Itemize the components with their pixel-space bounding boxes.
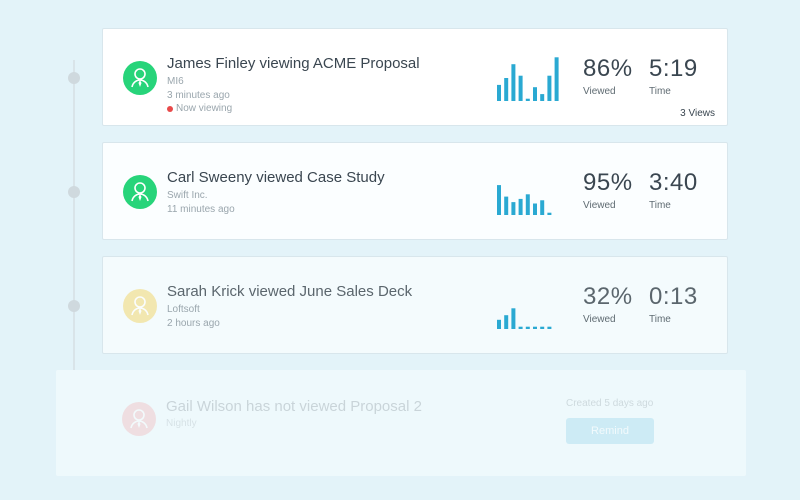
user-icon — [123, 175, 157, 209]
status-label: Now viewing — [176, 103, 233, 114]
chart-bar — [533, 203, 537, 215]
time-value: 3:40 — [649, 169, 698, 196]
time-value: 5:19 — [649, 55, 698, 82]
engagement-bar-chart — [497, 185, 552, 215]
chart-bar — [504, 315, 509, 329]
user-icon — [122, 402, 156, 436]
chart-bar — [525, 194, 530, 215]
chart-bar — [518, 326, 523, 329]
chart-bar — [504, 78, 509, 101]
viewed-percent: 95% — [583, 169, 633, 196]
activity-card[interactable]: Carl Sweeny viewed Case Study Swift Inc.… — [102, 142, 728, 240]
chart-bar — [540, 94, 545, 101]
time-metric: 5:19 Time — [649, 55, 698, 97]
time-ago: 3 minutes ago — [167, 90, 230, 101]
views-count[interactable]: 3 Views — [680, 108, 715, 119]
viewed-label: Viewed — [583, 86, 616, 97]
chart-bar — [540, 326, 545, 329]
chart-bar — [497, 185, 501, 215]
activity-card[interactable]: James Finley viewing ACME Proposal MI6 3… — [102, 28, 728, 126]
chart-bar — [533, 326, 537, 329]
time-value: 0:13 — [649, 283, 698, 310]
remind-button[interactable]: Remind — [566, 418, 654, 444]
time-ago: 11 minutes ago — [167, 204, 235, 215]
chart-bar — [525, 98, 530, 101]
time-label: Time — [649, 314, 671, 325]
chart-bar — [547, 212, 552, 215]
chart-bar — [554, 57, 559, 101]
viewed-label: Viewed — [583, 200, 616, 211]
live-dot-icon — [167, 105, 173, 112]
chart-bar — [497, 84, 501, 101]
activity-title[interactable]: Carl Sweeny viewed Case Study — [167, 169, 385, 186]
time-metric: 3:40 Time — [649, 169, 698, 211]
chart-bar — [533, 87, 537, 101]
timeline-dot — [68, 72, 80, 84]
chart-bar — [525, 326, 530, 329]
activity-title[interactable]: Sarah Krick viewed June Sales Deck — [167, 283, 413, 300]
company-name: Nightly — [166, 418, 197, 429]
chart-bar — [511, 202, 516, 215]
user-icon — [123, 61, 157, 95]
activity-title[interactable]: Gail Wilson has not viewed Proposal 2 — [166, 398, 422, 415]
chart-bar — [540, 200, 545, 215]
engagement-bar-chart — [497, 308, 552, 329]
time-ago: 2 hours ago — [167, 318, 220, 329]
time-label: Time — [649, 200, 671, 211]
viewed-metric: 32% Viewed — [583, 283, 633, 325]
viewed-percent: 32% — [583, 283, 633, 310]
timeline-line — [73, 60, 75, 440]
activity-card[interactable]: Sarah Krick viewed June Sales Deck Lofts… — [102, 256, 728, 354]
chart-bar — [497, 319, 501, 329]
chart-bar — [547, 326, 552, 329]
company-name: Loftsoft — [167, 304, 200, 315]
activity-card-faded[interactable]: Gail Wilson has not viewed Proposal 2 Ni… — [56, 370, 746, 476]
chart-bar — [511, 64, 516, 101]
chart-bar — [518, 75, 523, 101]
time-label: Time — [649, 86, 671, 97]
activity-title[interactable]: James Finley viewing ACME Proposal — [167, 55, 420, 72]
timeline-dot — [68, 300, 80, 312]
user-icon — [123, 289, 157, 323]
viewed-percent: 86% — [583, 55, 633, 82]
company-name: MI6 — [167, 76, 184, 87]
viewed-metric: 86% Viewed — [583, 55, 633, 97]
engagement-bar-chart — [497, 57, 559, 101]
company-name: Swift Inc. — [167, 190, 208, 201]
now-viewing-status: Now viewing — [167, 103, 232, 114]
chart-bar — [511, 308, 516, 329]
chart-bar — [518, 198, 523, 215]
viewed-metric: 95% Viewed — [583, 169, 633, 211]
timeline-dot — [68, 186, 80, 198]
time-metric: 0:13 Time — [649, 283, 698, 325]
chart-bar — [547, 75, 552, 101]
created-date: Created 5 days ago — [566, 398, 654, 409]
viewed-label: Viewed — [583, 314, 616, 325]
chart-bar — [504, 196, 509, 215]
